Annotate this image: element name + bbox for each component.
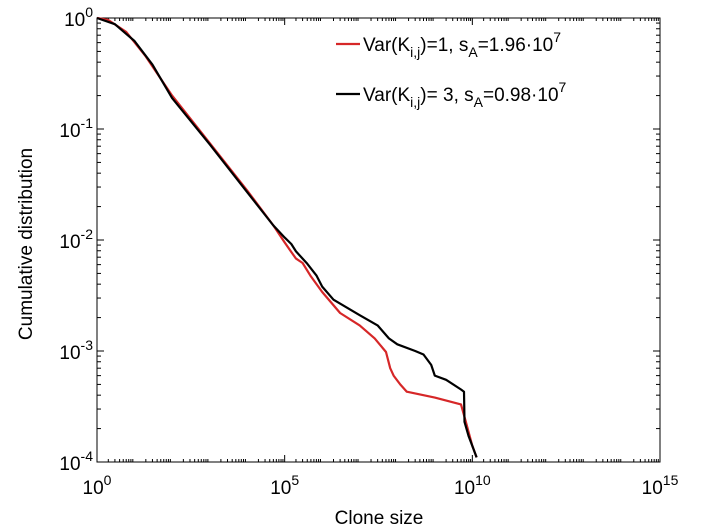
y-tick-label: 100 <box>64 4 93 31</box>
series-line-2 <box>96 16 478 458</box>
x-tick-label: 105 <box>270 472 299 499</box>
x-tick-label: 1010 <box>454 472 491 499</box>
y-tick-label: 10-3 <box>59 337 93 364</box>
x-tick-label: 100 <box>83 472 112 499</box>
y-tick-label: 10-1 <box>59 115 93 142</box>
axes: 100 105 1010 1015 100 10-1 10-2 10-3 10-4 <box>59 4 678 499</box>
y-tick-label: 10-4 <box>59 448 93 475</box>
x-axis-label: Clone size <box>335 508 424 529</box>
x-tick-label: 1015 <box>642 472 679 499</box>
legend-label-2: Var(Ki,j)= 3, sA=0.98·107 <box>363 79 567 110</box>
legend: Var(Ki,j)=1, sA=1.96·107 Var(Ki,j)= 3, sA… <box>336 29 567 110</box>
y-tick-label: 10-2 <box>59 226 93 253</box>
legend-label-1: Var(Ki,j)=1, sA=1.96·107 <box>363 29 561 60</box>
y-axis-label: Cumulative distribution <box>16 148 37 340</box>
plot-series <box>96 16 478 458</box>
series-line-1 <box>96 16 478 458</box>
